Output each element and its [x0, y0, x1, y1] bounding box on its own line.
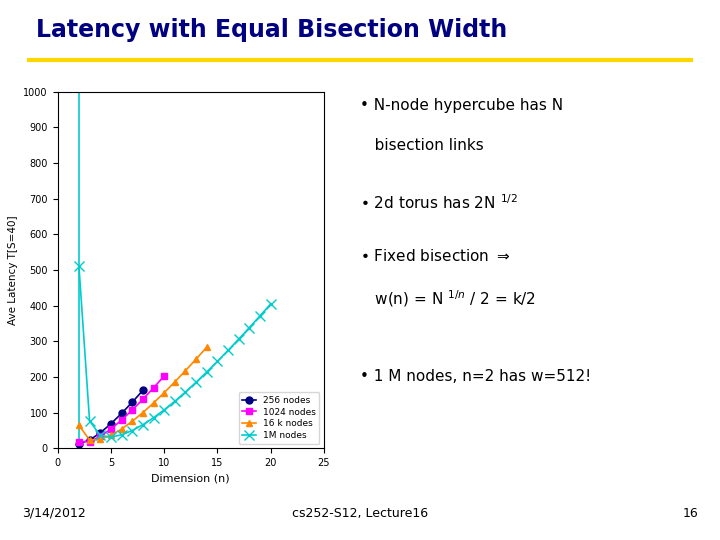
- 1M nodes: [96, 432, 104, 438]
- Y-axis label: Ave Latency T[S=40]: Ave Latency T[S=40]: [8, 215, 18, 325]
- 16 k nodes: [192, 356, 200, 362]
- 1M nodes: [117, 431, 126, 438]
- 1M nodes: [149, 415, 158, 421]
- 256 nodes: [85, 437, 94, 443]
- 1024 nodes: [96, 433, 104, 440]
- Text: Latency with Equal Bisection Width: Latency with Equal Bisection Width: [36, 18, 508, 42]
- 16 k nodes: [171, 379, 179, 385]
- 1M nodes: [213, 358, 222, 365]
- 256 nodes: [128, 399, 137, 406]
- 1024 nodes: [160, 373, 168, 379]
- 16 k nodes: [128, 418, 137, 424]
- 1M nodes: [266, 301, 275, 307]
- Text: • 1 M nodes, n=2 has w=512!: • 1 M nodes, n=2 has w=512!: [360, 369, 591, 384]
- 1M nodes: [202, 369, 211, 375]
- 16 k nodes: [181, 367, 190, 374]
- 16 k nodes: [117, 426, 126, 433]
- 1M nodes: [128, 427, 137, 434]
- 1M nodes: [235, 336, 243, 342]
- 1024 nodes: [85, 438, 94, 445]
- Text: • 2d torus has 2N $^{1/2}$: • 2d torus has 2N $^{1/2}$: [360, 193, 518, 212]
- Text: 16: 16: [683, 507, 698, 520]
- Line: 256 nodes: 256 nodes: [76, 387, 146, 447]
- 16 k nodes: [96, 436, 104, 443]
- Text: cs252-S12, Lecture16: cs252-S12, Lecture16: [292, 507, 428, 520]
- Line: 1M nodes: 1M nodes: [74, 261, 276, 442]
- 1M nodes: [171, 398, 179, 404]
- 1M nodes: [160, 407, 168, 413]
- 1024 nodes: [128, 407, 137, 413]
- 16 k nodes: [160, 389, 168, 396]
- 16 k nodes: [107, 432, 115, 438]
- 1024 nodes: [149, 384, 158, 391]
- 1M nodes: [107, 434, 115, 440]
- 256 nodes: [117, 410, 126, 417]
- 256 nodes: [107, 421, 115, 427]
- 1M nodes: [138, 422, 147, 428]
- Text: w(n) = N $^{1/n}$ / 2 = k/2: w(n) = N $^{1/n}$ / 2 = k/2: [360, 288, 536, 309]
- 256 nodes: [96, 430, 104, 436]
- Text: 3/14/2012: 3/14/2012: [22, 507, 86, 520]
- Line: 16 k nodes: 16 k nodes: [76, 343, 210, 443]
- Text: • Fixed bisection $\Rightarrow$: • Fixed bisection $\Rightarrow$: [360, 248, 510, 264]
- 1M nodes: [85, 417, 94, 424]
- 16 k nodes: [138, 409, 147, 416]
- 16 k nodes: [85, 437, 94, 443]
- 256 nodes: [138, 387, 147, 394]
- 16 k nodes: [202, 344, 211, 350]
- 1M nodes: [192, 379, 200, 386]
- 1M nodes: [256, 313, 264, 319]
- 16 k nodes: [149, 400, 158, 406]
- 1M nodes: [224, 347, 233, 354]
- 1024 nodes: [138, 396, 147, 402]
- 1024 nodes: [107, 426, 115, 433]
- Text: bisection links: bisection links: [360, 138, 484, 153]
- Legend: 256 nodes, 1024 nodes, 16 k nodes, 1M nodes: 256 nodes, 1024 nodes, 16 k nodes, 1M no…: [238, 393, 320, 444]
- 16 k nodes: [75, 422, 84, 429]
- Text: • N-node hypercube has N: • N-node hypercube has N: [360, 98, 563, 113]
- 256 nodes: [75, 441, 84, 447]
- 1M nodes: [245, 325, 253, 331]
- 1024 nodes: [117, 417, 126, 423]
- Line: 1024 nodes: 1024 nodes: [76, 373, 168, 446]
- 1024 nodes: [75, 438, 84, 445]
- 1M nodes: [181, 389, 190, 395]
- X-axis label: Dimension (n): Dimension (n): [151, 474, 230, 483]
- 1M nodes: [75, 262, 84, 269]
